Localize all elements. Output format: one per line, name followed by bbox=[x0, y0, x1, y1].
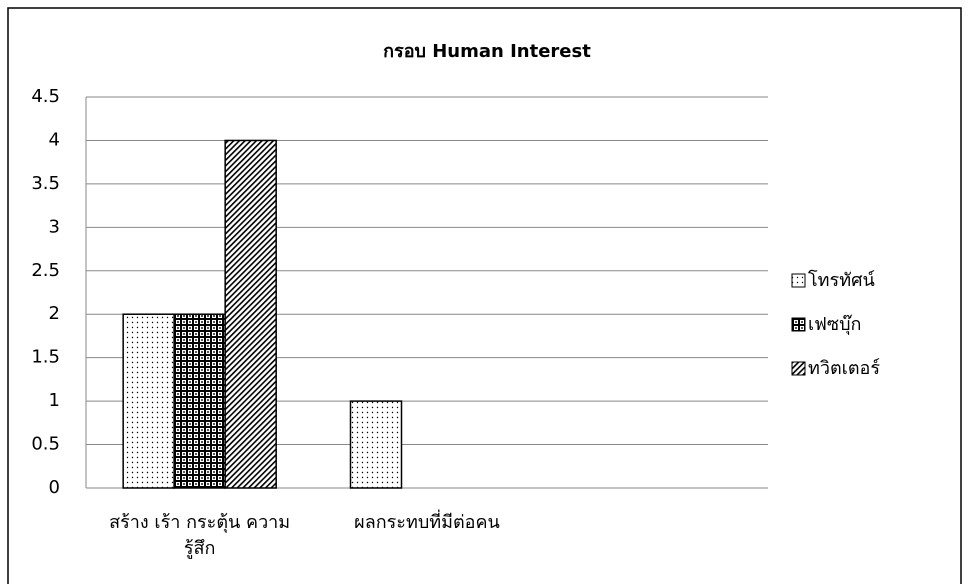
y-tick-label: 3 bbox=[49, 216, 60, 237]
legend-swatch bbox=[791, 317, 806, 332]
bar bbox=[224, 139, 277, 489]
legend-swatch bbox=[791, 361, 806, 376]
y-tick-label: 1 bbox=[49, 390, 60, 411]
bar bbox=[173, 313, 226, 489]
legend-label: ทวิตเตอร์ bbox=[808, 358, 880, 379]
y-tick-label: 1.5 bbox=[31, 347, 60, 368]
y-tick-label: 3.5 bbox=[31, 173, 60, 194]
legend-label: โทรทัศน์ bbox=[808, 269, 875, 291]
bar bbox=[349, 400, 403, 489]
y-tick-label: 0.5 bbox=[31, 434, 60, 455]
legend-swatch bbox=[791, 273, 806, 288]
y-tick-label: 4.5 bbox=[31, 86, 60, 107]
x-tick-label: ผลกระทบที่มีต่อคน bbox=[354, 512, 500, 533]
bar bbox=[122, 313, 175, 489]
y-tick-label: 2.5 bbox=[31, 260, 60, 281]
y-tick-label: 0 bbox=[49, 477, 60, 498]
frame bbox=[7, 7, 962, 584]
legend-label: เฟซบุ๊ก bbox=[808, 314, 861, 335]
y-tick-label: 4 bbox=[49, 129, 60, 150]
chart-title: กรอบ Human Interest bbox=[383, 41, 591, 62]
x-tick-label: สร้าง เร้า กระตุ้น ความรู้สึก bbox=[109, 512, 291, 559]
y-tick-label: 2 bbox=[49, 303, 60, 324]
